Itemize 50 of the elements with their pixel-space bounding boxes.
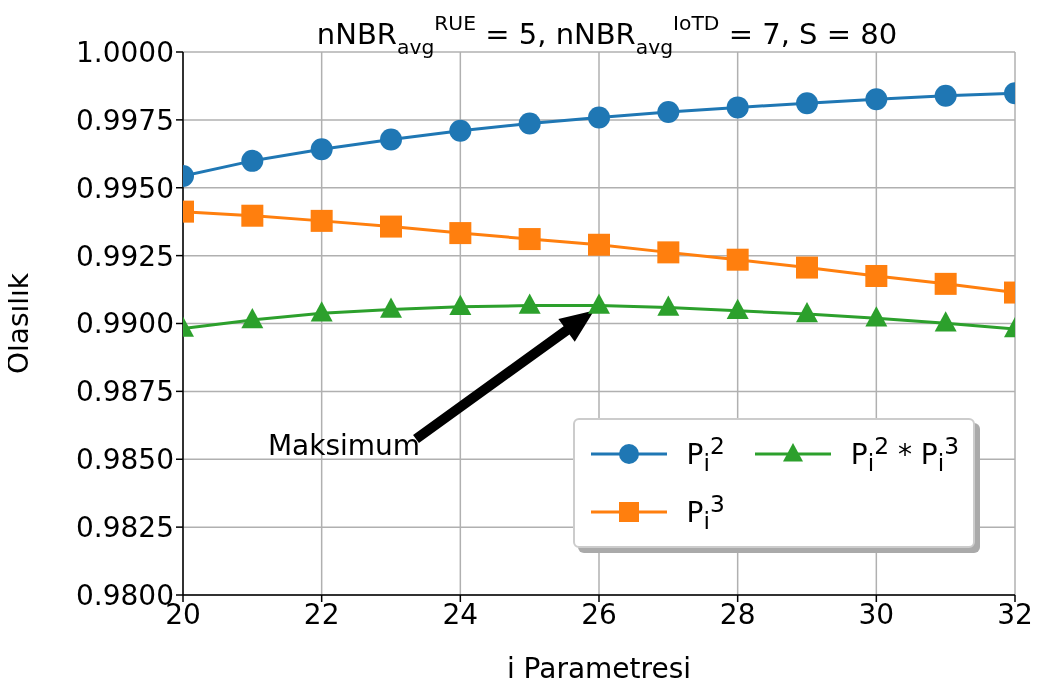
point (449, 119, 472, 142)
point (657, 295, 680, 316)
x-tick-label: 26 (581, 597, 617, 631)
y-tick-label: 0.9950 (76, 171, 174, 205)
point (310, 138, 333, 161)
point (726, 298, 749, 319)
y-tick-label: 0.9825 (76, 511, 174, 545)
point (310, 209, 333, 232)
point (726, 96, 749, 119)
x-tick-label: 32 (997, 597, 1033, 631)
y-tick-label: 0.9975 (76, 103, 174, 137)
point (380, 297, 402, 318)
point (796, 302, 818, 323)
point (241, 307, 264, 329)
point (449, 222, 472, 245)
point (796, 92, 818, 115)
point (865, 88, 888, 111)
point (934, 272, 957, 295)
point (588, 106, 610, 129)
point (934, 311, 957, 332)
x-tick-label: 22 (303, 597, 340, 631)
y-tick-label: 0.9875 (76, 375, 174, 409)
point (518, 293, 541, 314)
point (865, 306, 888, 327)
x-tick-label: 28 (719, 597, 756, 631)
x-tick-label: 24 (442, 597, 479, 631)
point (865, 264, 888, 287)
point (657, 241, 680, 264)
point (241, 149, 264, 172)
x-axis-title: i Parametresi (506, 652, 692, 685)
y-tick-label: 0.9925 (76, 239, 174, 273)
y-tick-label: 0.9900 (76, 307, 174, 341)
x-tick-label: 30 (858, 597, 895, 631)
annotation: Maksimum (267, 429, 421, 462)
point (588, 233, 610, 256)
y-tick-label: 1.0000 (76, 35, 174, 69)
point (934, 84, 957, 107)
point (518, 228, 541, 251)
point (518, 112, 541, 135)
point (726, 248, 749, 271)
point (449, 294, 472, 315)
point (310, 301, 333, 322)
point (241, 204, 264, 227)
chart-title: nNBR$_{avg}$$^{RUE}$ = 5, nNBR$_{avg}$$^{IoTD}$ = 7, S = 80 (316, 10, 898, 59)
point (588, 293, 610, 314)
point (380, 215, 402, 238)
point (380, 128, 402, 151)
y-tick-label: 0.9850 (76, 443, 174, 477)
point (657, 101, 680, 123)
point (796, 256, 818, 279)
